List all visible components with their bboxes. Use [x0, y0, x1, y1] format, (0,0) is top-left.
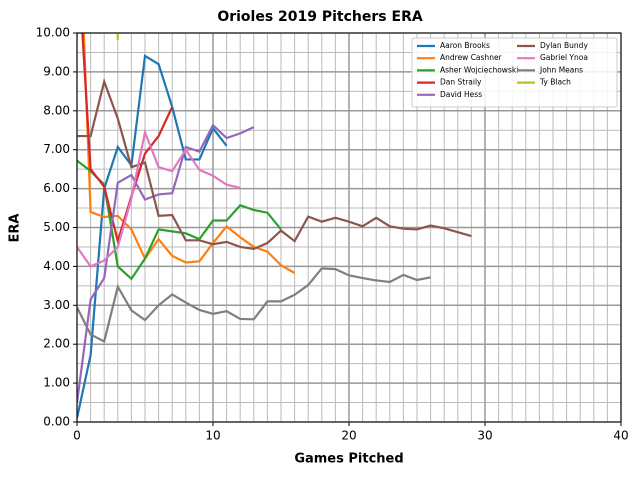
y-tick-label: 6.00 — [43, 181, 70, 195]
y-tick-label: 9.00 — [43, 64, 70, 78]
series-line — [77, 267, 431, 344]
y-tick-label: 7.00 — [43, 142, 70, 156]
series-line — [77, 123, 255, 403]
legend-box — [411, 37, 618, 108]
legend-label: Dan Straily — [440, 78, 482, 87]
x-tick-label: 30 — [477, 429, 492, 443]
y-axis-label: ERA — [8, 214, 23, 243]
series-line — [77, 128, 241, 268]
y-tick-label: 1.00 — [43, 376, 70, 390]
legend-label: John Means — [539, 65, 583, 74]
x-tick-label: 20 — [341, 429, 356, 443]
y-tick-label: 3.00 — [43, 298, 70, 312]
legend-label: Dylan Bundy — [540, 41, 588, 50]
y-tick-label: 4.00 — [43, 259, 70, 273]
plot-frame — [76, 32, 622, 423]
legend-label: Asher Wojciechowski — [440, 65, 518, 74]
x-tick-label: 40 — [613, 429, 628, 443]
plot-lines — [77, 33, 472, 419]
chart-title: Orioles 2019 Pitchers ERA — [217, 9, 423, 25]
legend-label: Aaron Brooks — [440, 41, 490, 50]
series-line — [77, 77, 472, 251]
legend-label: David Hess — [440, 90, 482, 99]
series-line — [116, 33, 119, 41]
legend-label: Gabriel Ynoa — [540, 53, 588, 62]
y-tick-label: 0.00 — [43, 415, 70, 429]
legend-label: Ty Blach — [539, 78, 571, 87]
y-tick-label: 10.00 — [36, 26, 70, 40]
x-tick-label: 10 — [205, 429, 220, 443]
legend-label: Andrew Cashner — [440, 53, 503, 62]
x-axis-label: Games Pitched — [294, 452, 403, 467]
x-tick-label: 0 — [73, 429, 81, 443]
y-tick-label: 8.00 — [43, 103, 70, 117]
y-tick-label: 2.00 — [43, 337, 70, 351]
y-tick-label: 5.00 — [43, 220, 70, 234]
